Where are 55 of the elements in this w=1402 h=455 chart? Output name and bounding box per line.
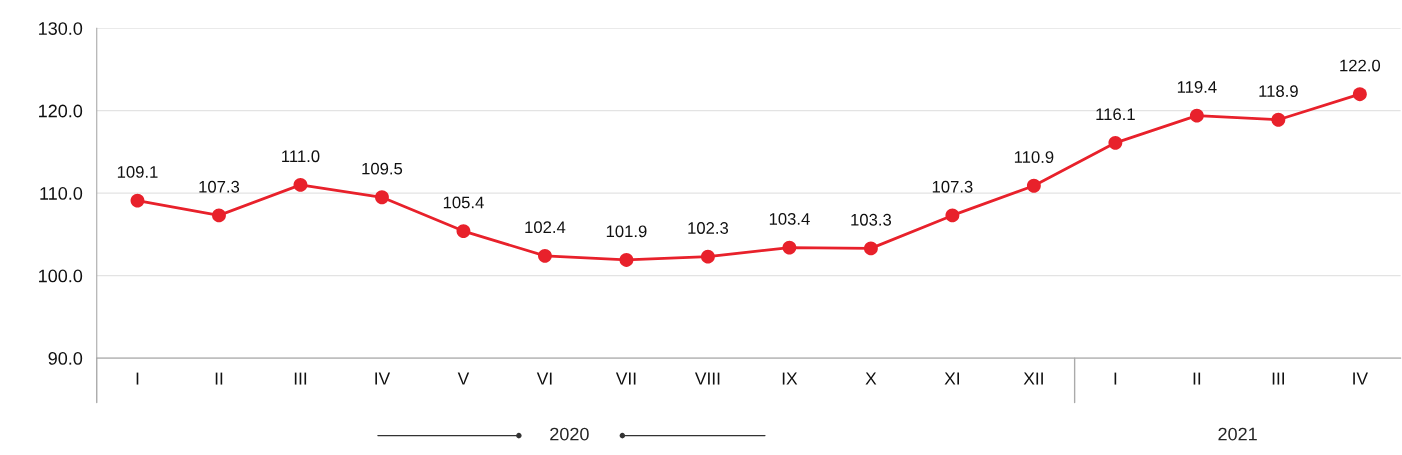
data-label: 103.3 (851, 213, 892, 226)
x-tick-label: XI (944, 372, 959, 385)
point (456, 224, 471, 239)
y-tick-label: 120.0 (39, 104, 83, 118)
y-tick-label: 90.0 (48, 352, 83, 365)
data-label: 101.9 (606, 225, 647, 238)
y-tick-label: 110.0 (40, 187, 83, 200)
y-tick-label: 130.0 (39, 22, 83, 35)
x-tick-label: VIII (694, 372, 720, 385)
point (863, 241, 878, 256)
x-tick-label: IV (1353, 372, 1368, 385)
point (945, 208, 960, 223)
x-tick-label: IV (375, 372, 391, 385)
y-tick-label: 100.0 (39, 269, 83, 283)
data-label: 111.0 (282, 150, 320, 163)
data-label: 116.1 (1096, 108, 1135, 121)
x-tick-label: IX (782, 372, 798, 385)
text: 2020 (550, 427, 589, 441)
x-tick-label: X (865, 372, 877, 385)
data-label: 109.1 (117, 166, 158, 178)
data-label: 109.5 (362, 162, 403, 175)
x-tick-label: II (1193, 372, 1201, 385)
point (1271, 112, 1286, 127)
x-tick-label: II (215, 372, 223, 385)
point (538, 248, 552, 263)
point (1026, 178, 1041, 193)
point (130, 193, 145, 208)
point (782, 240, 797, 255)
data-label: 102.4 (525, 221, 566, 234)
data-label: 122.0 (1340, 59, 1381, 72)
point (375, 190, 389, 205)
x-tick-label: I (1114, 372, 1117, 385)
point (619, 253, 634, 267)
data-label: 107.3 (932, 180, 973, 193)
data-label: 110.9 (1014, 151, 1054, 163)
point (1108, 135, 1123, 150)
point (293, 177, 308, 192)
data-label: 119.4 (1177, 81, 1217, 93)
point (212, 208, 226, 223)
x-tick-label: I (136, 372, 139, 385)
x-tick-label: VII (615, 372, 636, 385)
x-tick-label: III (294, 372, 307, 385)
data-label: 118.9 (1259, 85, 1298, 98)
point (1189, 108, 1204, 123)
point (700, 249, 715, 264)
text: 2021 (1218, 427, 1257, 441)
data-label: 103.4 (769, 213, 810, 225)
data-label: 102.3 (688, 222, 729, 234)
data-label: 105.4 (443, 196, 484, 209)
x-tick-label: XII (1023, 372, 1043, 385)
point (1352, 87, 1367, 102)
x-tick-label: V (457, 372, 470, 385)
x-tick-label: III (1272, 372, 1284, 385)
data-label: 107.3 (199, 180, 240, 193)
x-tick-label: VI (536, 372, 552, 385)
